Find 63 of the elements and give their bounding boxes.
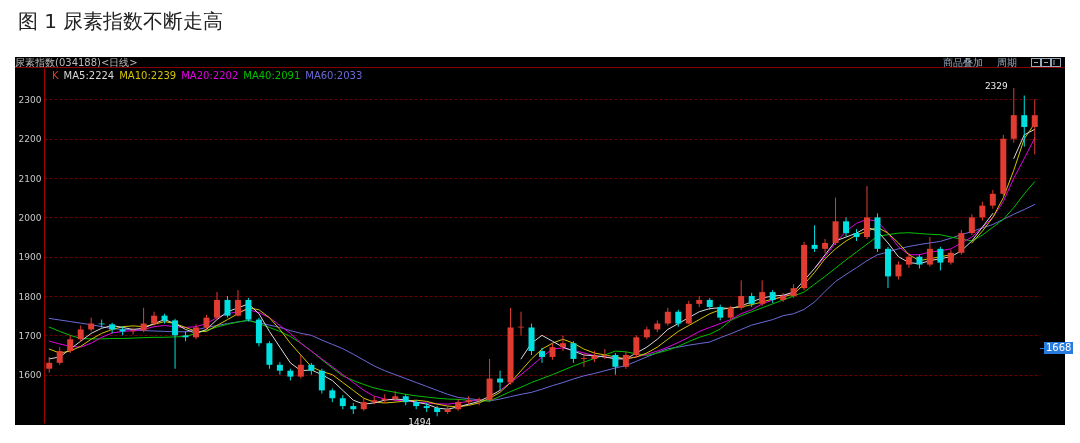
candlestick <box>1031 98 1038 155</box>
text: MA5:2224 <box>63 70 115 81</box>
candlestick <box>958 229 965 256</box>
ref-line-label: 1668 <box>1044 341 1074 354</box>
candlestick <box>895 260 902 281</box>
candlestick <box>780 292 787 303</box>
candlestick <box>476 396 483 406</box>
chart-title: 图 1 尿素指数不断走高 <box>18 8 224 35</box>
chart-subtitle: 尿素指数(034188)<日线> <box>15 57 138 68</box>
candlestick <box>172 318 179 370</box>
candlestick <box>811 224 818 253</box>
candlestick <box>109 322 116 334</box>
candlestick <box>528 323 535 356</box>
y-tick-label: 2300 <box>18 94 42 105</box>
candlestick <box>245 297 252 323</box>
candlestick <box>601 348 608 360</box>
text: MA10:2239 <box>119 70 177 81</box>
candlestick <box>989 189 996 210</box>
candlestick <box>926 236 933 268</box>
candlestick <box>213 291 220 321</box>
text: MA60:2033 <box>305 70 363 81</box>
annotation: 1494 <box>408 417 432 428</box>
candlestick <box>843 216 850 237</box>
y-tick-label: 1600 <box>18 370 42 381</box>
y-tick-label: 1700 <box>18 330 42 341</box>
candlestick <box>497 370 504 391</box>
text: MA40:2091 <box>243 70 301 81</box>
candlestick <box>905 252 912 269</box>
candlestick <box>224 295 231 319</box>
y-tick-label: 2000 <box>18 212 42 223</box>
y-tick-label: 2200 <box>18 134 42 145</box>
candlestick <box>864 185 871 240</box>
candlestick <box>570 340 577 364</box>
candlestick <box>266 340 273 370</box>
y-tick-label: 1800 <box>18 291 42 302</box>
candlestick <box>539 347 545 364</box>
y-tick-label: 2100 <box>18 173 42 184</box>
text: K <box>52 70 59 81</box>
text: 周期 <box>997 57 1017 68</box>
candlestick <box>1010 87 1017 144</box>
y-tick-label: 1900 <box>18 252 42 263</box>
candlestick <box>559 334 566 352</box>
candlestick <box>486 358 493 403</box>
candlestick <box>255 317 262 347</box>
candlestick <box>738 279 745 311</box>
candlestick <box>822 238 829 254</box>
candlestick <box>140 307 147 333</box>
candlestick <box>759 279 766 307</box>
candlestick <box>968 213 975 236</box>
candlestick <box>580 353 587 368</box>
candlestick <box>318 368 325 395</box>
candlestick <box>633 334 640 358</box>
candlestick <box>297 354 304 380</box>
candlestick <box>276 361 283 376</box>
candlestick <box>612 352 619 376</box>
candlestick <box>832 197 839 246</box>
candlestick <box>937 246 944 271</box>
candlestick <box>234 289 241 317</box>
annotation: 2329 <box>984 81 1009 92</box>
text: MA20:2202 <box>181 70 239 81</box>
candlestick <box>1021 95 1028 148</box>
candlestick <box>979 201 986 222</box>
text: 商品叠加 <box>943 57 983 68</box>
